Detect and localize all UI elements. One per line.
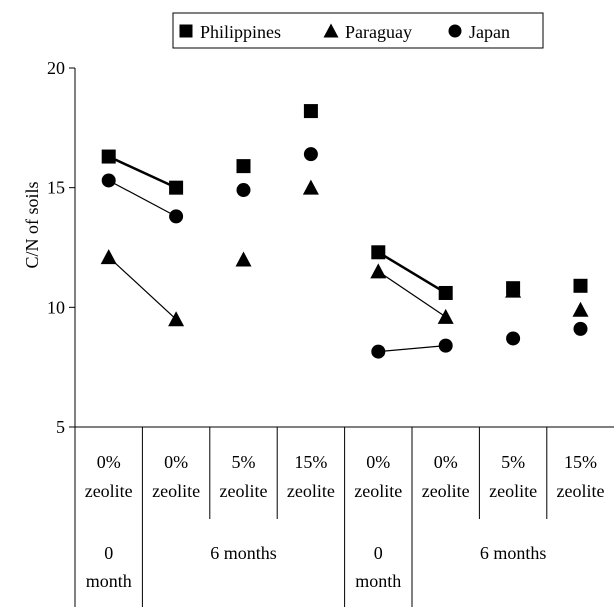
point-circle [438, 338, 453, 353]
legend-marker-triangle [323, 23, 339, 38]
series-line-circle [378, 345, 446, 353]
y-tick-label: 10 [47, 297, 65, 317]
point-circle [101, 173, 116, 188]
series-line-circle [108, 179, 177, 217]
category-word: zeolite [152, 481, 200, 501]
category-word: zeolite [422, 481, 470, 501]
category-table: 0% zeolite 0% zeolite 5% zeolite 15% zeolite 0% z… [74, 427, 605, 607]
legend-marker-circle [448, 24, 462, 38]
series-line-triangle [377, 270, 447, 318]
point-square [438, 285, 453, 300]
point-circle [573, 321, 588, 336]
point-square [236, 159, 251, 174]
category-percent: 0% [434, 452, 458, 472]
period-label: 0 [104, 543, 113, 563]
point-triangle [168, 311, 185, 327]
point-triangle [100, 249, 117, 265]
point-square [371, 245, 386, 260]
category-percent: 0% [97, 452, 121, 472]
y-tick-label: 15 [47, 178, 65, 198]
point-triangle [370, 263, 387, 279]
category-percent: 5% [501, 452, 525, 472]
point-square [303, 104, 318, 119]
series-line-square [108, 155, 177, 189]
point-circle [303, 147, 318, 162]
point-square [169, 180, 184, 195]
point-triangle [437, 308, 454, 324]
category-percent: 5% [232, 452, 256, 472]
point-circle [506, 331, 521, 346]
point-circle [236, 183, 251, 198]
legend-box [172, 12, 544, 49]
category-word: zeolite [85, 481, 133, 501]
category-word: zeolite [489, 481, 537, 501]
series-line-triangle [108, 256, 177, 320]
y-tick-label: 20 [47, 58, 65, 78]
point-circle [371, 344, 386, 359]
point-triangle [572, 301, 589, 317]
point-square [573, 278, 588, 293]
point-triangle [235, 251, 252, 267]
y-tick-label: 5 [56, 417, 65, 437]
period-label-unit: month [86, 571, 132, 591]
legend-label: Paraguay [345, 22, 412, 42]
legend: Philippines Paraguay Japan [172, 12, 544, 49]
data-marks [100, 104, 589, 359]
point-square [101, 149, 116, 164]
period-label: 0 [374, 543, 383, 563]
category-word: zeolite [557, 481, 605, 501]
period-label-unit: month [355, 571, 401, 591]
y-axis-label: C/N of soils [22, 181, 42, 268]
category-percent: 15% [294, 452, 327, 472]
legend-label: Philippines [200, 22, 281, 42]
point-circle [169, 209, 184, 224]
category-percent: 0% [164, 452, 188, 472]
connector-lines [108, 155, 447, 353]
category-word: zeolite [287, 481, 335, 501]
legend-label: Japan [469, 22, 510, 42]
point-triangle [505, 282, 522, 298]
category-percent: 15% [564, 452, 597, 472]
category-word: zeolite [354, 481, 402, 501]
point-triangle [302, 179, 319, 195]
category-word: zeolite [220, 481, 268, 501]
period-label: 6 months [480, 543, 547, 563]
period-label: 6 months [210, 543, 277, 563]
legend-marker-square [179, 24, 193, 38]
category-percent: 0% [366, 452, 390, 472]
axes: 5 10 15 20 [47, 58, 614, 437]
series-line-square [377, 251, 447, 295]
